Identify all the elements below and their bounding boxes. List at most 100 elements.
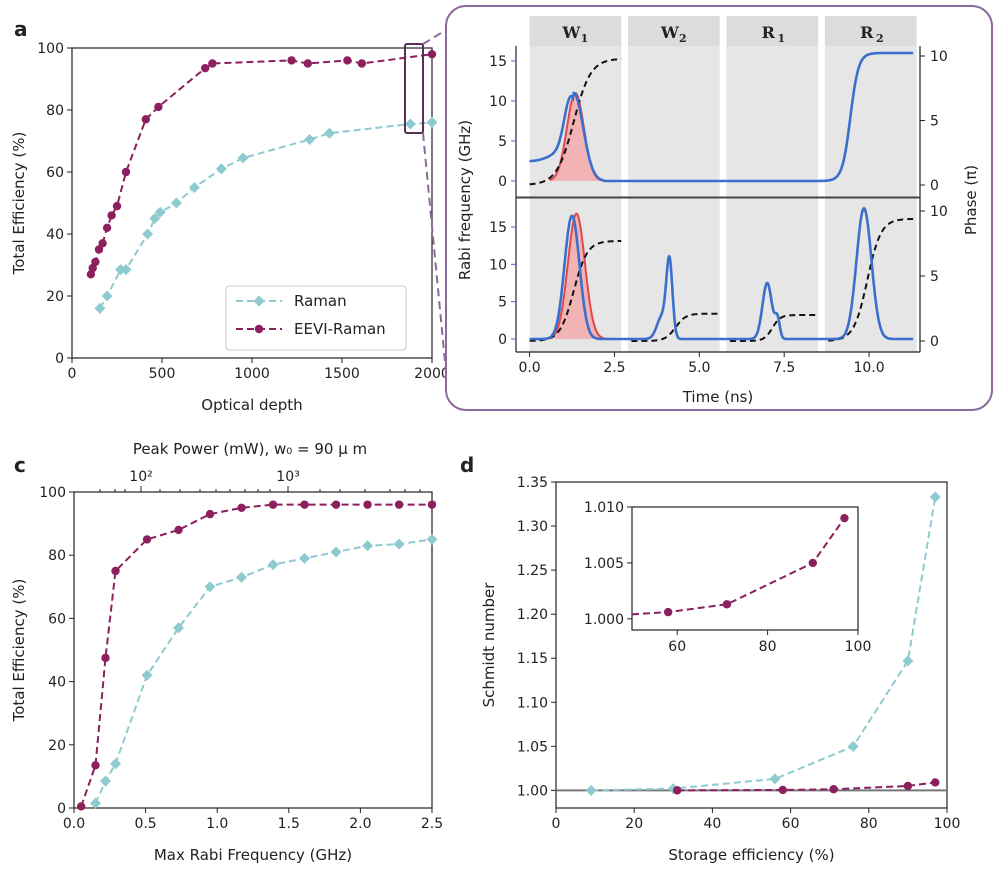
d-inset-y-tick-label: 1.010: [584, 500, 624, 516]
d-inset-y-tick-label: 1.005: [584, 556, 624, 572]
b-bottom-right-tick-label: 10: [930, 204, 948, 220]
c-x-axis-title: Max Rabi Frequency (GHz): [154, 846, 352, 864]
b-x-tick-label: 0.0: [518, 360, 540, 376]
b-top-phase-line: [529, 58, 622, 186]
d-inset-eevi-point: [663, 607, 673, 617]
a-eevi-point: [154, 102, 163, 112]
d-x-tick-label: 20: [625, 816, 643, 832]
b-x-axis-title: Time (ns): [682, 388, 754, 406]
a-legend-raman-marker: [253, 295, 265, 307]
d-y-tick-label: 1.35: [517, 475, 548, 491]
a-eevi-point: [141, 115, 150, 124]
b-window-header: [529, 16, 622, 46]
zoom-connector: [422, 132, 447, 373]
c-y-tick-label: 60: [48, 611, 66, 627]
c-raman-point: [393, 538, 405, 550]
c-eevi-point: [111, 566, 120, 576]
d-x-tick-label: 100: [934, 816, 961, 832]
d-y-tick-label: 1.30: [517, 519, 548, 535]
c-y-tick-label: 0: [57, 801, 66, 817]
a-raman-point: [237, 152, 249, 164]
d-eevi-point: [673, 786, 682, 795]
c-raman-point: [89, 797, 101, 809]
a-raman-point: [188, 182, 200, 193]
b-bottom-phase-line: [729, 314, 819, 342]
a-x-axis-title: Optical depth: [201, 396, 302, 414]
b-top-left-tick-label: 15: [489, 54, 507, 70]
d-inset-eevi-point: [722, 600, 732, 609]
a-x-tick-label: 1500: [324, 366, 360, 382]
a-y-tick-label: 20: [46, 289, 64, 305]
b-x-tick-label: 7.5: [773, 360, 795, 376]
b-bottom-rabi-line: [529, 206, 914, 341]
c-raman-point: [236, 571, 248, 583]
d-x-axis-title: Storage efficiency (%): [668, 846, 834, 864]
c-raman-point: [330, 546, 342, 558]
a-raman-point: [120, 264, 132, 276]
panel-label-a: a: [14, 17, 28, 41]
a-legend-eevi-marker: [254, 324, 264, 334]
zoom-connector: [422, 29, 447, 45]
a-raman-point: [323, 127, 335, 139]
d-raman-point: [847, 740, 859, 752]
b-window-label: W: [660, 23, 680, 42]
b-top-right-tick-label: 10: [930, 49, 948, 65]
d-inset-x-tick-label: 60: [668, 639, 686, 655]
c-y-tick-label: 20: [48, 738, 66, 754]
c-x-tick-label: 2.0: [349, 816, 371, 832]
d-inset-x-tick-label: 100: [845, 639, 872, 655]
c-eevi-point: [394, 500, 404, 509]
b-x-tick-label: 5.0: [688, 360, 710, 376]
c-eevi-point: [331, 500, 341, 509]
d-raman-point: [585, 784, 597, 796]
c-y-axis-title: Total Efficiency (%): [10, 579, 28, 723]
b-bottom-pulse-line: [549, 212, 608, 340]
b-top-left-tick-label: 10: [489, 94, 507, 110]
a-raman-point: [94, 302, 106, 314]
a-eevi-point: [112, 201, 122, 211]
b-window-label: R: [762, 23, 776, 42]
d-y-tick-label: 1.15: [517, 651, 548, 667]
d-x-tick-label: 0: [552, 816, 561, 832]
c-eevi-point: [205, 509, 215, 519]
b-top-rabi-line: [529, 51, 914, 183]
a-y-tick-label: 100: [37, 41, 64, 57]
b-bottom-right-tick-label: 5: [930, 269, 939, 285]
panel-label-c: c: [14, 453, 26, 477]
a-raman-point: [404, 118, 416, 130]
a-raman-point: [304, 133, 316, 145]
a-raman-line: [99, 121, 433, 309]
c-top-tick-label: 10²: [129, 469, 152, 485]
panel-label-d: d: [460, 453, 474, 477]
panel-c: 0.0 0.5 1.0 1.5 2.0 2.5 0 20 40 60 80 100 Max Rabi F…: [10, 440, 443, 864]
a-raman-point: [142, 228, 154, 240]
b-window-shade: [824, 46, 917, 352]
d-x-tick-label: 80: [860, 816, 878, 832]
d-raman-point: [929, 491, 941, 503]
c-raman-point: [426, 533, 438, 545]
a-eevi-point: [94, 245, 104, 254]
c-raman-point: [141, 669, 153, 681]
c-raman-point: [204, 581, 216, 593]
c-y-tick-label: 80: [48, 548, 66, 564]
c-axes-frame: [73, 491, 433, 809]
b-top-left-tick-label: 0: [498, 174, 507, 190]
d-inset-y-tick-label: 1.000: [584, 612, 624, 628]
d-y-tick-label: 1.05: [517, 739, 548, 755]
a-y-axis-title: Total Efficiency (%): [10, 132, 28, 276]
a-x-tick-label: 500: [149, 366, 176, 382]
a-highlight-box: [404, 43, 424, 134]
c-raman-point: [362, 540, 374, 552]
a-y-tick-label: 0: [55, 351, 64, 367]
c-top-tick-label: 10³: [276, 469, 299, 485]
b-window-label: W: [561, 23, 581, 42]
a-raman-point: [170, 197, 182, 209]
c-eevi-point: [76, 802, 86, 811]
c-x-tick-label: 1.0: [206, 816, 228, 832]
a-legend: Raman EEVI-Raman: [225, 285, 407, 351]
a-eevi-point: [91, 257, 100, 267]
b-x-tick-label: 2.5: [603, 360, 625, 376]
c-raman-point: [267, 559, 279, 571]
b-window-header: [628, 16, 720, 46]
